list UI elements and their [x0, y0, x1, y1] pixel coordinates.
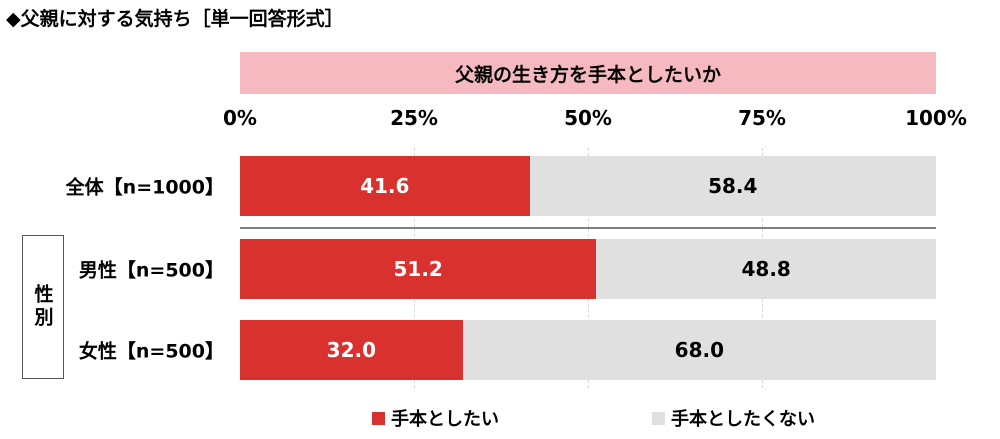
data-label: 32.0 [326, 338, 377, 362]
row-label-total: 全体【n=1000】 [65, 176, 224, 199]
bar-segment-yes: 51.2 [240, 239, 597, 299]
bar-segment-no: 68.0 [462, 320, 936, 380]
bar-segment-no: 58.4 [529, 156, 936, 216]
x-tick-label: 75% [738, 106, 786, 130]
row-separator [240, 227, 936, 229]
data-label: 41.6 [360, 174, 410, 198]
x-tick-label: 100% [905, 106, 967, 130]
legend-swatch-yes [372, 411, 385, 425]
x-tick-label: 0% [223, 106, 257, 130]
data-label: 58.4 [708, 174, 758, 198]
group-label-gender: 性別 [31, 284, 54, 330]
legend-swatch-no [652, 411, 665, 425]
data-label: 48.8 [741, 257, 791, 281]
legend-item-yes: 手本としたい [372, 405, 499, 431]
chart-title: ◆父親に対する気持ち［単一回答形式］ [6, 8, 344, 30]
bar-segment-no: 48.8 [596, 239, 936, 299]
x-tick-label: 50% [564, 106, 612, 130]
bar-segment-yes: 41.6 [240, 156, 530, 216]
bar-segment-yes: 32.0 [240, 320, 463, 380]
legend-label-yes: 手本としたい [391, 409, 499, 430]
legend-label-no: 手本としたくない [671, 409, 815, 430]
question-header: 父親の生き方を手本としたいか [240, 52, 936, 94]
data-label: 51.2 [393, 257, 443, 281]
data-label: 68.0 [674, 338, 725, 362]
row-label-male: 男性【n=500】 [78, 259, 224, 282]
x-tick-label: 25% [390, 106, 438, 130]
group-box-gender: 性別 [22, 235, 64, 379]
row-label-female: 女性【n=500】 [78, 340, 224, 363]
legend-item-no: 手本としたくない [652, 405, 815, 431]
